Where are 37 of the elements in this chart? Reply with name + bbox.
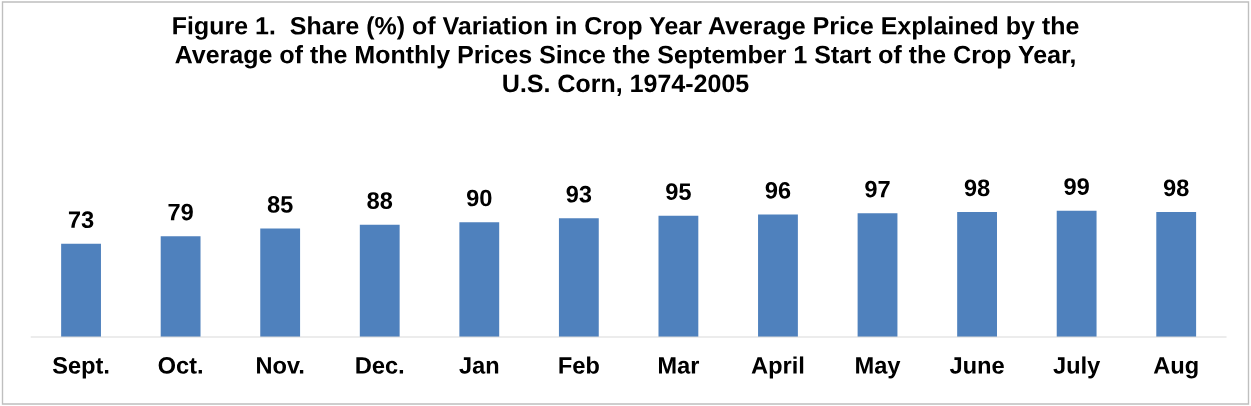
data-label: 93	[566, 185, 592, 203]
data-label: 88	[367, 192, 393, 209]
data-label: 73	[68, 211, 94, 229]
chart-title: Figure 1. Share (%) of Variation in Crop Year Average Price Explained by the Average of the Monthly Prices Since the September 1 Start of the Crop Year, U.S. Corn, 1974-2005	[173, 16, 1079, 96]
x-tick-label: Sept.	[52, 357, 109, 379]
x-tick-label: July	[1053, 356, 1101, 379]
data-label: 99	[1064, 178, 1089, 195]
x-tick-label: Dec.	[356, 357, 404, 374]
x-tick-label: May	[856, 357, 901, 379]
bar	[160, 236, 201, 337]
data-label: 98	[964, 179, 990, 197]
bar	[558, 218, 599, 337]
bar	[1156, 211, 1197, 337]
x-tick-label: Feb	[559, 356, 599, 374]
data-label: 96	[765, 182, 791, 199]
bar	[61, 243, 101, 337]
data-label: 95	[666, 183, 691, 200]
x-tick-label: Nov.	[257, 357, 304, 374]
bar	[758, 214, 798, 337]
x-tick-label: Mar	[658, 357, 700, 374]
x-tick-label: April	[751, 356, 804, 379]
x-tick-label: Aug	[1153, 357, 1198, 379]
bar	[459, 222, 500, 337]
bar	[857, 213, 898, 337]
data-label: 98	[1163, 179, 1189, 197]
x-tick-label: Oct.	[158, 357, 202, 374]
x-tick-label: Jan	[459, 357, 499, 374]
bar	[359, 224, 400, 337]
data-label: 97	[865, 180, 890, 198]
data-label: 79	[168, 203, 193, 221]
data-label: 85	[267, 196, 293, 213]
bar	[1056, 210, 1097, 337]
bar	[957, 211, 997, 337]
bar	[658, 215, 699, 337]
data-label: 90	[466, 189, 492, 207]
bar	[260, 228, 301, 337]
x-tick-label: June	[949, 357, 1004, 374]
